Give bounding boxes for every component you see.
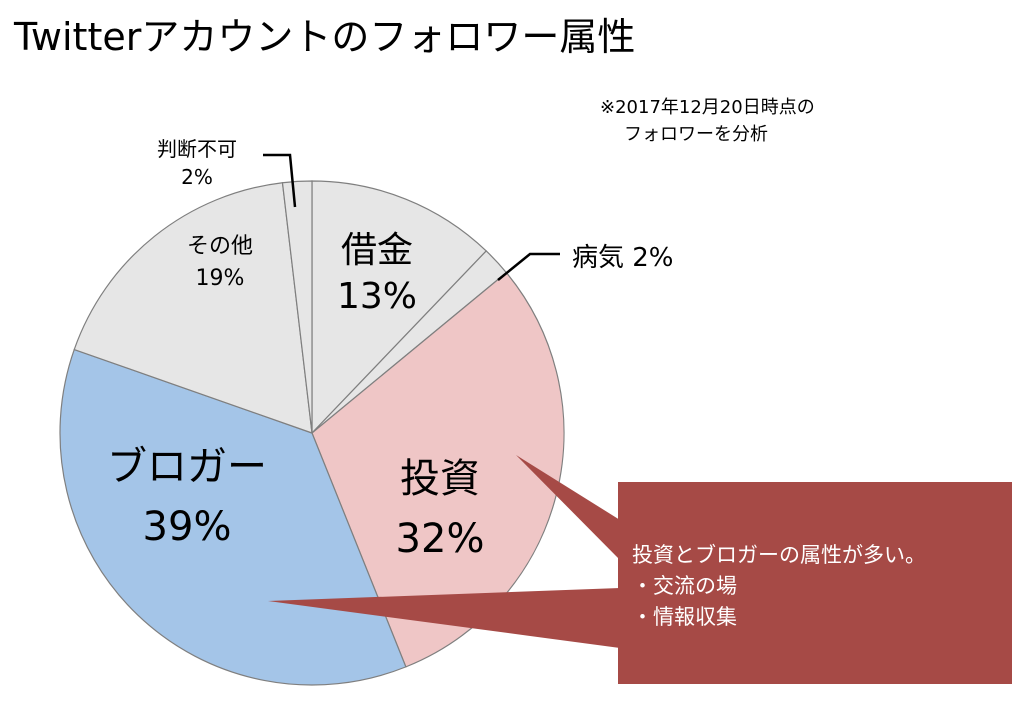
callout-text: 投資とブロガーの属性が多い。 ・交流の場 ・情報収集 [632, 540, 926, 633]
slice-value-4: 19% [196, 266, 245, 291]
callout-pointer-blogger [268, 588, 620, 648]
callout-shape [268, 455, 1012, 684]
slice-value-5: 2% [181, 165, 213, 189]
pie-labels: 借金 13% 病気 2% 投資 32% ブロガー 39% その他 19% 判断不可 2% [107, 137, 674, 562]
leader-line-undetermined [263, 153, 297, 208]
pie-slice-4 [73, 182, 313, 434]
pie-slice-5 [281, 180, 313, 434]
slice-label-2: 投資 [400, 456, 480, 502]
callout-line-3: ・情報収集 [632, 605, 737, 629]
pie-slice-0 [311, 180, 488, 435]
slice-value-0: 13% [337, 276, 417, 317]
leader-line-illness [497, 252, 560, 281]
slice-label-4: その他 [187, 234, 253, 259]
callout-pointer-invest [516, 455, 620, 560]
slice-label-5: 判断不可 [157, 137, 237, 161]
slice-label-0: 借金 [341, 230, 413, 271]
note-line-2: フォロワーを分析 [624, 124, 768, 145]
chart-title: Twitterアカウントのフォロワー属性 [14, 15, 636, 59]
callout-line-1: 投資とブロガーの属性が多い。 [632, 543, 926, 567]
slice-label-3: ブロガー [107, 444, 267, 490]
analysis-date-note: ※2017年12月20日時点の フォロワーを分析 [600, 94, 815, 148]
callout-line-2: ・交流の場 [632, 574, 737, 598]
callout-box [618, 482, 1012, 684]
slice-label-illness: 病気 2% [572, 243, 674, 273]
slice-value-3: 39% [143, 504, 232, 550]
slice-value-2: 32% [396, 516, 485, 562]
note-line-1: ※2017年12月20日時点の [600, 97, 815, 118]
